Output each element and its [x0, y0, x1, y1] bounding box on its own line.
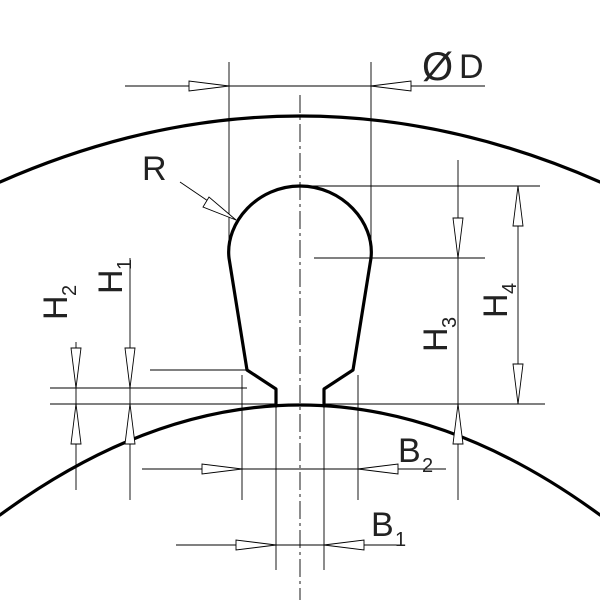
h3-arrow-top — [452, 217, 464, 259]
h4-arrow-bottom — [512, 363, 524, 405]
b2-arrow-right — [357, 463, 399, 475]
b1-arrow-right — [323, 539, 365, 551]
b2-arrow-left — [201, 463, 243, 475]
radius-label: R — [142, 150, 167, 188]
h4-label: H 4 — [477, 283, 521, 318]
diameter-label: Ø D — [422, 45, 484, 89]
h1-label-sub: 1 — [114, 259, 136, 270]
b2-label-main: B — [398, 432, 421, 470]
stator-outer-arc — [0, 114, 600, 184]
h2-label: H 2 — [37, 285, 81, 320]
stator-inner-arc — [0, 403, 600, 517]
h1-label-main: H — [92, 269, 130, 294]
d-arrow-right — [370, 80, 412, 92]
b1-label-main: B — [371, 506, 394, 544]
h2-arrow-top — [70, 347, 82, 389]
d-arrow-left — [188, 80, 230, 92]
diameter-symbol: Ø — [422, 45, 453, 89]
h2-arrow-bottom — [70, 403, 82, 445]
h3-arrow-bottom — [452, 403, 464, 445]
b1-label-sub: 1 — [395, 529, 406, 551]
h1-arrow-top — [124, 347, 136, 389]
h1-arrow-bottom — [124, 403, 136, 445]
h3-label-main: H — [417, 327, 455, 352]
r-arrow — [202, 196, 237, 221]
diameter-letter: D — [459, 48, 484, 86]
h2-label-main: H — [37, 295, 75, 320]
h3-label: H 3 — [417, 317, 461, 352]
h2-label-sub: 2 — [59, 285, 81, 296]
b2-label-sub: 2 — [422, 455, 433, 477]
h4-label-main: H — [477, 293, 515, 318]
h1-label: H 1 — [92, 259, 136, 294]
h4-arrow-top — [512, 185, 524, 227]
b1-label: B 1 — [371, 506, 406, 551]
b1-arrow-left — [235, 539, 277, 551]
h3-label-sub: 3 — [439, 317, 461, 328]
b2-label: B 2 — [398, 432, 433, 477]
h4-label-sub: 4 — [499, 283, 521, 294]
